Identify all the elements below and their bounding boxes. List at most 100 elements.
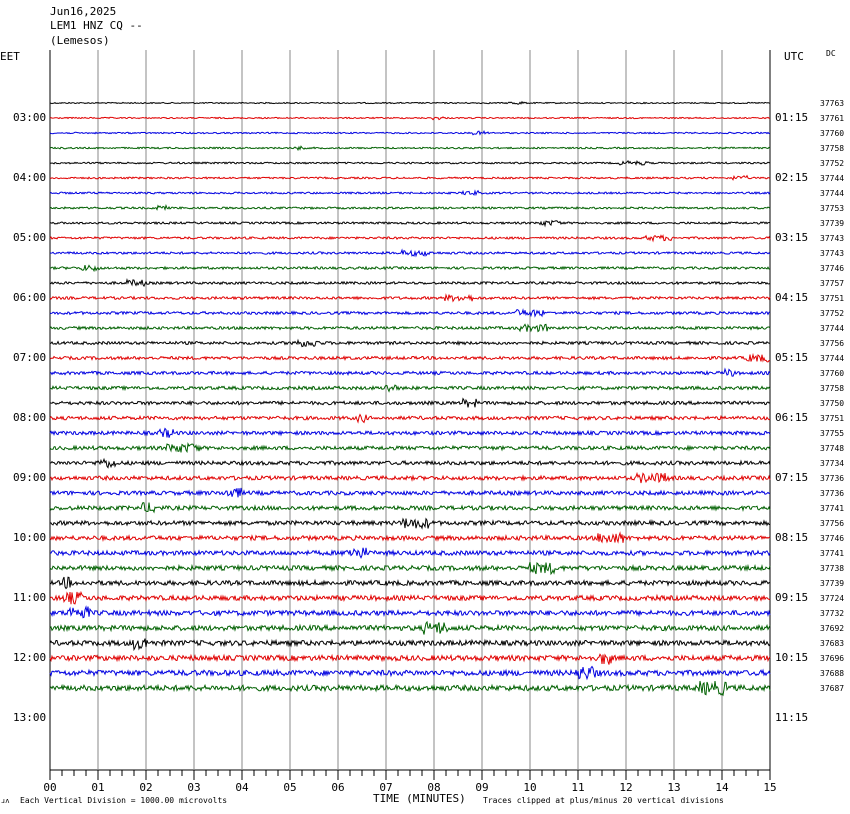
x-tick-label: 12	[619, 781, 632, 794]
trace-count-label: 37734	[820, 459, 845, 468]
seismic-trace	[49, 653, 771, 665]
seismic-trace	[49, 531, 771, 544]
trace-count-label: 37739	[820, 579, 845, 588]
seismic-trace	[49, 174, 771, 181]
seismic-trace	[49, 293, 771, 303]
x-tick-label: 14	[715, 781, 729, 794]
seismic-trace	[49, 145, 771, 152]
seismic-trace	[49, 487, 771, 498]
seismic-trace	[49, 590, 771, 605]
seismic-trace	[49, 248, 771, 258]
trace-count-label: 37751	[820, 414, 845, 423]
seismic-trace	[49, 457, 771, 469]
right-hour-label: 05:15	[775, 351, 809, 364]
trace-count-label: 37739	[820, 219, 845, 228]
trace-count-label: 37744	[820, 174, 845, 183]
seismic-trace	[49, 100, 771, 105]
seismic-trace	[49, 367, 771, 377]
x-tick-label: 04	[235, 781, 249, 794]
left-hour-label: 05:00	[13, 231, 47, 244]
seismic-trace	[49, 277, 771, 288]
right-hour-label: 03:15	[775, 231, 809, 244]
seismic-trace	[49, 308, 771, 318]
seismic-trace	[49, 620, 771, 635]
seismic-trace	[49, 219, 771, 228]
x-tick-label: 07	[379, 781, 392, 794]
seismic-trace	[49, 547, 771, 559]
trace-count-label: 37751	[820, 294, 845, 303]
seismic-trace	[49, 234, 771, 243]
x-tick-label: 05	[283, 781, 296, 794]
seismic-trace	[49, 665, 771, 681]
right-hour-label: 04:15	[775, 291, 809, 304]
logo-mark: ɹʌ	[1, 797, 10, 805]
trace-count-label: 37724	[820, 594, 845, 603]
x-tick-label: 09	[475, 781, 488, 794]
trace-count-label: 37744	[820, 324, 845, 333]
left-hour-label: 11:00	[13, 591, 47, 604]
left-hour-label: 12:00	[13, 651, 47, 664]
trace-count-label: 37758	[820, 144, 845, 153]
seismic-trace	[49, 129, 771, 136]
x-tick-label: 03	[187, 781, 200, 794]
trace-count-label: 37753	[820, 204, 845, 213]
seismic-trace	[49, 441, 771, 454]
x-tick-label: 02	[139, 781, 152, 794]
x-tick-label: 01	[91, 781, 104, 794]
trace-count-label: 37743	[820, 234, 845, 243]
seismic-trace	[49, 116, 770, 121]
left-hour-label: 13:00	[13, 711, 47, 724]
plot-date: Jun16,2025	[50, 5, 117, 18]
trace-count-label: 37752	[820, 159, 845, 168]
right-hour-label: 10:15	[775, 651, 809, 664]
left-hour-label: 07:00	[13, 351, 47, 364]
trace-count-label: 37748	[820, 444, 845, 453]
x-tick-label: 08	[427, 781, 440, 794]
seismic-trace	[49, 384, 771, 393]
seismic-trace	[49, 517, 771, 530]
seismic-trace	[49, 427, 771, 438]
x-tick-label: 15	[763, 781, 776, 794]
seismic-trace	[49, 189, 771, 197]
station-location: (Lemesos)	[50, 34, 110, 47]
clip-note: Traces clipped at plus/minus 20 vertical…	[483, 796, 724, 805]
seismic-trace	[49, 204, 771, 212]
trace-count-label: 37736	[820, 489, 845, 498]
seismic-trace	[49, 605, 771, 619]
seismic-trace	[49, 159, 771, 166]
trace-count-label: 37760	[820, 369, 845, 378]
trace-count-label: 37750	[820, 399, 845, 408]
seismic-trace	[49, 638, 771, 652]
right-hour-label: 08:15	[775, 531, 809, 544]
dc-label: DC	[826, 49, 836, 58]
x-tick-label: 00	[43, 781, 56, 794]
trace-count-label: 37763	[820, 99, 845, 108]
trace-count-label: 37752	[820, 309, 845, 318]
trace-count-label: 37758	[820, 384, 845, 393]
x-tick-label: 10	[523, 781, 536, 794]
trace-count-label: 37761	[820, 114, 845, 123]
right-hour-label: 06:15	[775, 411, 809, 424]
trace-count-label: 37755	[820, 429, 845, 438]
trace-count-label: 37732	[820, 609, 845, 618]
seismic-trace	[49, 502, 771, 514]
trace-count-label: 37692	[820, 624, 845, 633]
left-hour-label: 04:00	[13, 171, 47, 184]
right-timezone-label: UTC	[784, 50, 804, 63]
seismic-trace	[49, 323, 771, 333]
trace-count-label: 37746	[820, 534, 845, 543]
right-hour-label: 01:15	[775, 111, 809, 124]
station-code: LEM1 HNZ CQ --	[50, 19, 143, 32]
seismic-trace	[49, 680, 771, 697]
seismic-trace	[49, 413, 771, 424]
trace-count-label: 37683	[820, 639, 845, 648]
trace-count-label: 37696	[820, 654, 845, 663]
trace-count-label: 37757	[820, 279, 845, 288]
left-hour-label: 08:00	[13, 411, 47, 424]
trace-count-label: 37688	[820, 669, 845, 678]
trace-count-label: 37741	[820, 549, 845, 558]
x-tick-label: 06	[331, 781, 344, 794]
trace-count-label: 37756	[820, 519, 845, 528]
trace-count-label: 37760	[820, 129, 845, 138]
